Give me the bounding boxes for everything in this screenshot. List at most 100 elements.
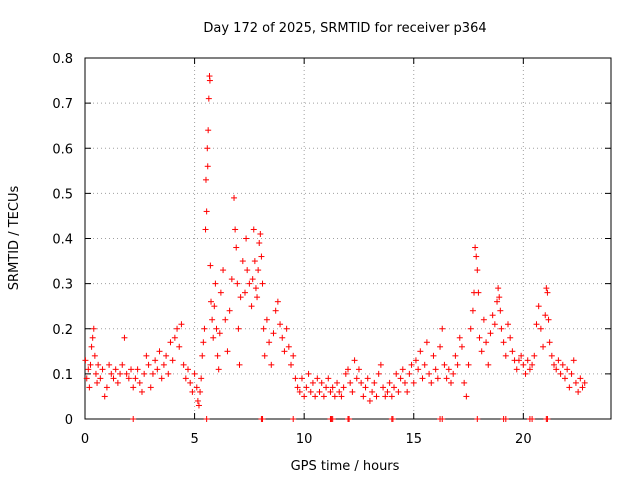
data-point xyxy=(263,316,270,323)
data-point xyxy=(502,416,509,422)
data-point xyxy=(545,316,552,323)
data-point xyxy=(397,375,404,382)
data-point xyxy=(272,307,279,314)
data-point xyxy=(561,375,568,382)
data-point xyxy=(207,262,214,269)
data-point xyxy=(214,352,221,359)
data-point xyxy=(123,370,130,377)
data-point xyxy=(548,352,555,359)
y-tick-label: 0.2 xyxy=(52,323,73,338)
data-point xyxy=(474,267,481,274)
data-point xyxy=(251,258,258,265)
data-point xyxy=(197,388,204,395)
data-point xyxy=(130,416,137,422)
data-point xyxy=(191,370,198,377)
data-point xyxy=(476,334,483,341)
data-point xyxy=(119,361,126,368)
data-point xyxy=(211,303,218,310)
data-point xyxy=(426,370,433,377)
data-point xyxy=(201,325,208,332)
data-point xyxy=(448,379,455,386)
data-point xyxy=(524,357,531,364)
data-point xyxy=(544,289,551,296)
data-point xyxy=(384,388,391,395)
data-point xyxy=(88,343,95,350)
data-point xyxy=(222,316,229,323)
data-point xyxy=(236,361,243,368)
data-point xyxy=(215,366,222,373)
data-point xyxy=(515,357,522,364)
data-point xyxy=(439,325,446,332)
data-point xyxy=(274,298,281,305)
data-point xyxy=(443,375,450,382)
data-point xyxy=(570,357,577,364)
y-tick-label: 0.8 xyxy=(52,52,73,67)
data-point xyxy=(255,267,262,274)
data-point xyxy=(266,339,273,346)
data-point xyxy=(103,384,110,391)
x-tick-label: 10 xyxy=(296,432,313,447)
data-point xyxy=(156,348,163,355)
data-point xyxy=(415,366,422,373)
data-point xyxy=(130,384,137,391)
data-point xyxy=(165,370,172,377)
data-point xyxy=(454,361,461,368)
data-point xyxy=(210,334,217,341)
data-point xyxy=(410,379,417,386)
data-point xyxy=(419,375,426,382)
data-point xyxy=(145,361,152,368)
data-point xyxy=(496,294,503,301)
data-point xyxy=(141,370,148,377)
data-point xyxy=(202,226,209,233)
data-point xyxy=(226,307,233,314)
data-point xyxy=(382,393,389,400)
data-point xyxy=(502,352,509,359)
data-point xyxy=(257,230,264,237)
data-point xyxy=(233,244,240,251)
data-point xyxy=(82,357,89,364)
data-point xyxy=(504,321,511,328)
data-point xyxy=(421,361,428,368)
x-tick-labels: 0 5 10 15 20 xyxy=(81,432,532,447)
data-point xyxy=(507,334,514,341)
data-point xyxy=(399,366,406,373)
data-point xyxy=(329,416,336,422)
data-point xyxy=(204,163,211,170)
data-point xyxy=(174,325,181,332)
data-point xyxy=(540,343,547,350)
y-tick-label: 0.4 xyxy=(52,233,73,248)
data-points xyxy=(82,73,588,422)
data-point xyxy=(543,285,550,292)
data-point xyxy=(270,330,277,337)
x-tick-label: 0 xyxy=(81,432,89,447)
data-point xyxy=(393,370,400,377)
data-point xyxy=(366,397,373,404)
data-point xyxy=(336,388,343,395)
data-point xyxy=(194,397,201,404)
data-point xyxy=(489,312,496,319)
data-point xyxy=(92,370,99,377)
data-point xyxy=(358,379,365,386)
data-point xyxy=(309,379,316,386)
data-point xyxy=(391,384,398,391)
data-point xyxy=(261,352,268,359)
data-point xyxy=(212,280,219,287)
data-point xyxy=(513,366,520,373)
data-point xyxy=(243,235,250,242)
data-point xyxy=(338,393,345,400)
data-point xyxy=(347,379,354,386)
x-axis-label: GPS time / hours xyxy=(291,459,400,474)
data-point xyxy=(237,294,244,301)
data-point xyxy=(428,379,435,386)
data-point xyxy=(143,352,150,359)
data-point xyxy=(301,393,308,400)
data-point xyxy=(467,325,474,332)
data-point xyxy=(483,339,490,346)
data-point xyxy=(87,361,94,368)
data-point xyxy=(283,325,290,332)
chart-title: Day 172 of 2025, SRMTID for receiver p36… xyxy=(203,21,486,36)
data-point xyxy=(542,312,549,319)
data-point xyxy=(369,388,376,395)
data-point xyxy=(167,339,174,346)
